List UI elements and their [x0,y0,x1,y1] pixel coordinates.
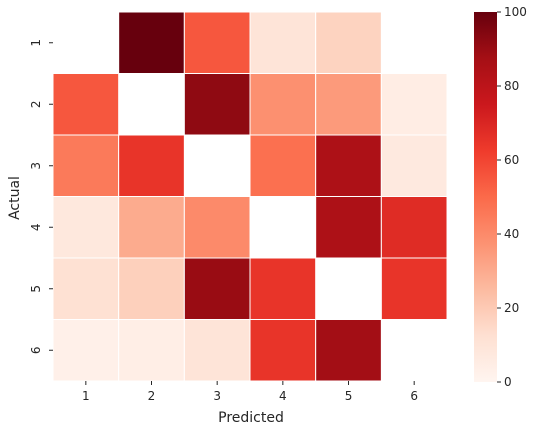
colorbar-tick-label: 40 [504,227,519,241]
y-tick-label: 1 [29,39,43,47]
y-tick-label: 6 [29,346,43,354]
y-tick-label: 3 [29,162,43,170]
heatmap-cell-6-1 [52,319,120,382]
x-tick-label: 1 [82,389,90,403]
heatmap-cell-3-2 [118,134,185,197]
heatmap-cells [52,11,448,382]
heatmap-cell-5-1 [52,257,120,320]
heatmap-cell-6-2 [118,319,185,382]
colorbar-tick-label: 0 [504,375,512,389]
y-tick-label: 4 [29,223,43,231]
x-tick-label: 4 [279,389,287,403]
y-axis-ticks: 1 2 3 4 5 6 [29,39,53,354]
heatmap-cell-5-4 [249,257,317,320]
x-axis-ticks: 1 2 3 4 5 6 [82,381,418,403]
heatmap-cell-1-5 [315,11,382,74]
heatmap-cell-5-2 [118,257,185,320]
colorbar-gradient [474,12,497,382]
heatmap-cell-6-5 [315,319,382,382]
heatmap-cell-5-6 [380,257,448,320]
y-tick-label: 2 [29,100,43,108]
y-axis-title: Actual [7,176,23,220]
heatmap-cell-3-4 [249,134,317,197]
heatmap-cell-1-2 [118,11,185,74]
x-tick-label: 6 [410,389,418,403]
x-axis-title: Predicted [218,410,284,426]
heatmap-cell-3-6 [380,134,448,197]
colorbar-tick-label: 20 [504,301,519,315]
x-tick-label: 3 [213,389,221,403]
heatmap-cell-4-5 [315,196,382,259]
heatmap-cell-3-1 [52,134,120,197]
heatmap-cell-1-3 [183,11,251,74]
heatmap-cell-1-4 [249,11,317,74]
heatmap-cell-6-4 [249,319,317,382]
heatmap-cell-2-5 [315,73,382,136]
heatmap-cell-4-2 [118,196,185,259]
y-tick-label: 5 [29,285,43,293]
heatmap-cell-4-6 [380,196,448,259]
heatmap-cell-2-6 [380,73,448,136]
heatmap-cell-4-3 [183,196,251,259]
heatmap-cell-2-1 [52,73,120,136]
heatmap-cell-3-5 [315,134,382,197]
x-tick-label: 5 [345,389,353,403]
heatmap-cell-6-3 [183,319,251,382]
colorbar-tick-label: 80 [504,79,519,93]
colorbar-tick-label: 100 [504,5,527,19]
colorbar: 0 20 40 60 80 100 [474,5,527,389]
heatmap-cell-4-1 [52,196,120,259]
x-tick-label: 2 [148,389,156,403]
heatmap-cell-5-3 [183,257,251,320]
colorbar-tick-label: 60 [504,153,519,167]
heatmap-cell-2-3 [183,73,251,136]
heatmap-cell-2-4 [249,73,317,136]
